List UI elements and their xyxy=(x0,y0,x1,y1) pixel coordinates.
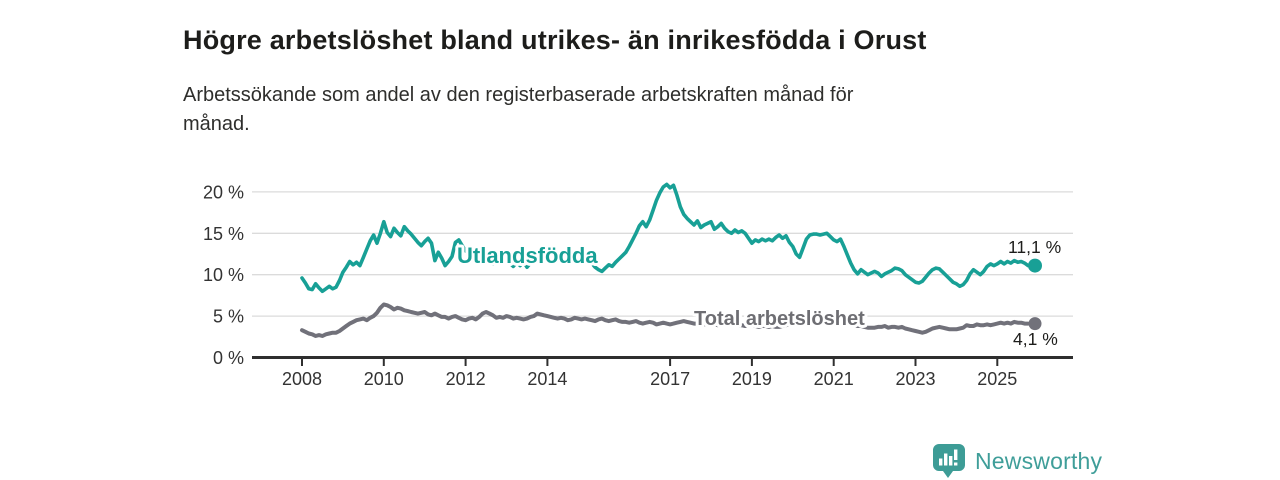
dot-total xyxy=(1028,317,1042,331)
y-gridlines-group: 0 % 5 % 10 % 15 % 20 % xyxy=(203,182,1073,368)
x-tick-label: 2012 xyxy=(446,369,486,389)
end-value-label-utlandsfodda: 11,1 % xyxy=(1008,237,1061,257)
x-tick-label: 2025 xyxy=(977,369,1017,389)
x-tick-label: 2014 xyxy=(527,369,567,389)
line-total xyxy=(300,302,1030,338)
y-tick-label: 10 % xyxy=(203,265,244,285)
x-axis-group: 2008 2010 2012 2014 2017 2019 2021 2023 2025 xyxy=(282,357,1017,389)
y-tick-label: 0 % xyxy=(213,348,244,368)
x-tick-label: 2010 xyxy=(364,369,404,389)
newsworthy-logo: Newsworthy xyxy=(932,443,1102,479)
series-label-utlandsfodda: Utlandsfödda xyxy=(457,243,598,268)
x-tick-label: 2019 xyxy=(732,369,772,389)
x-tick-label: 2023 xyxy=(895,369,935,389)
y-tick-label: 5 % xyxy=(213,307,244,327)
dot-utlandsfodda xyxy=(1028,258,1042,273)
y-tick-label: 15 % xyxy=(203,224,244,244)
x-tick-label: 2021 xyxy=(814,369,854,389)
y-tick-label: 20 % xyxy=(203,182,244,202)
newsworthy-wordmark: Newsworthy xyxy=(975,447,1103,474)
end-value-label-total: 4,1 % xyxy=(1013,329,1058,349)
chart-subtitle: Arbetssökande som andel av den registerb… xyxy=(183,84,854,135)
chart-title: Högre arbetslöshet bland utrikes- än inr… xyxy=(183,25,927,56)
x-tick-label: 2017 xyxy=(650,369,690,389)
series-label-total: Total arbetslöshet xyxy=(694,308,865,330)
line-utlandsfodda xyxy=(300,182,1030,294)
x-tick-label: 2008 xyxy=(282,369,322,389)
newsworthy-bubble-chart-icon xyxy=(933,444,965,478)
